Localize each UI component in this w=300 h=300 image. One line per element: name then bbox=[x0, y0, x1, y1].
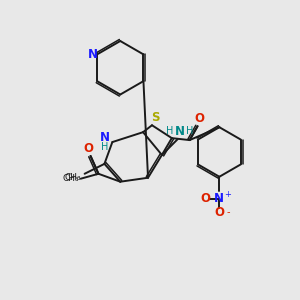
Text: N: N bbox=[88, 48, 98, 61]
Text: N: N bbox=[214, 192, 224, 205]
Text: -: - bbox=[226, 207, 230, 218]
Text: O: O bbox=[194, 112, 205, 125]
Text: O: O bbox=[200, 192, 211, 205]
Text: H: H bbox=[186, 126, 193, 136]
Text: +: + bbox=[224, 190, 231, 199]
Text: S: S bbox=[151, 111, 159, 124]
Text: CH₃: CH₃ bbox=[64, 173, 81, 182]
Text: CH₃: CH₃ bbox=[62, 174, 79, 183]
Text: H: H bbox=[166, 126, 173, 136]
Text: N: N bbox=[99, 130, 110, 144]
Text: O: O bbox=[214, 206, 224, 219]
Text: H: H bbox=[101, 142, 108, 152]
Text: O: O bbox=[84, 142, 94, 154]
Text: N: N bbox=[175, 125, 185, 138]
